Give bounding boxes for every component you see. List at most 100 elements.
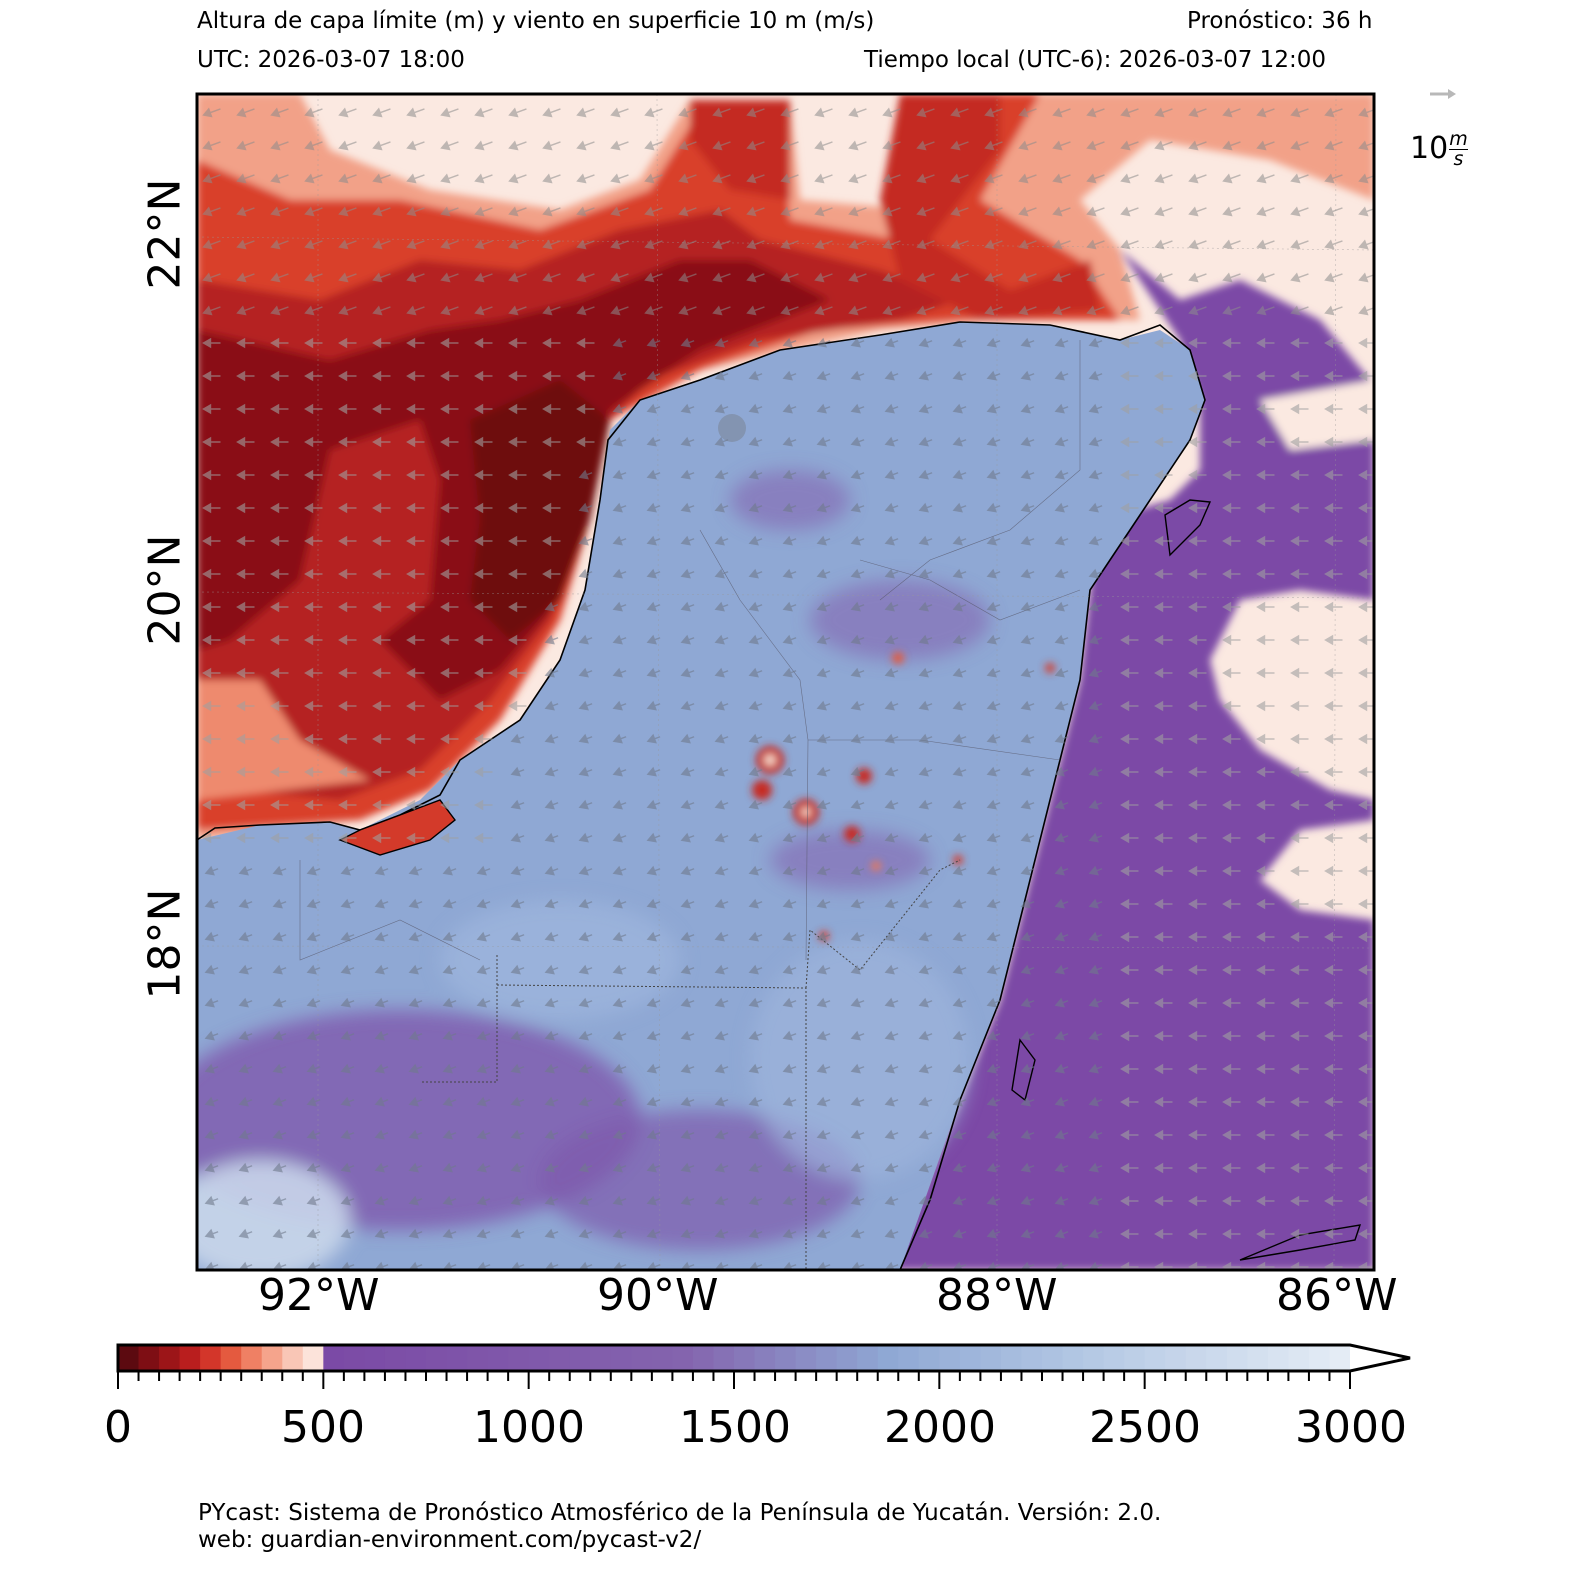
wind-arrow xyxy=(406,766,425,778)
wind-arrow xyxy=(202,601,221,613)
wind-arrow xyxy=(950,107,969,118)
wind-arrow xyxy=(476,1129,491,1140)
wind-arrow xyxy=(714,898,729,909)
wind-arrow xyxy=(202,700,221,712)
wind-arrow xyxy=(986,1096,1001,1107)
wind-arrow xyxy=(984,272,1003,283)
wind-arrow xyxy=(1256,865,1275,877)
wind-arrow xyxy=(1256,337,1275,349)
wind-arrow xyxy=(236,568,255,580)
map-field xyxy=(197,94,1374,1270)
state-borders xyxy=(420,859,961,1270)
wind-arrow xyxy=(1358,502,1374,514)
wind-arrow xyxy=(1188,832,1207,844)
wind-arrow xyxy=(406,140,425,151)
wind-arrow xyxy=(1018,107,1037,118)
wind-arrow xyxy=(748,568,763,579)
wind-arrow xyxy=(510,766,525,777)
wind-arrow xyxy=(1358,700,1374,712)
wind-arrow xyxy=(816,634,831,645)
wind-arrow xyxy=(1222,766,1241,778)
wind-arrow xyxy=(646,535,661,546)
wind-arrow xyxy=(746,173,765,184)
wind-arrow xyxy=(474,634,493,646)
wind-arrow xyxy=(1054,766,1069,777)
wind-arrow xyxy=(1188,206,1207,217)
colorbar-segment xyxy=(631,1345,653,1371)
wind-arrow xyxy=(1290,1129,1309,1141)
wind-arrow xyxy=(1086,305,1105,316)
wind-arrow xyxy=(884,832,899,843)
wind-arrow xyxy=(916,206,935,217)
wind-arrow xyxy=(202,305,221,316)
wind-arrow xyxy=(576,206,595,217)
wind-arrow xyxy=(1154,535,1173,547)
wind-arrow xyxy=(780,173,799,184)
wind-arrow xyxy=(1222,1162,1241,1174)
wind-arrow xyxy=(918,865,933,876)
wind-arrow xyxy=(236,370,255,382)
wind-arrow xyxy=(202,502,221,514)
wind-arrow xyxy=(644,140,663,151)
local-time: Tiempo local (UTC-6): 2026-03-07 12:00 xyxy=(864,47,1326,73)
wind-arrow xyxy=(270,535,289,547)
wind-arrow xyxy=(508,469,527,481)
wind-arrow xyxy=(782,1228,797,1239)
wind-arrow xyxy=(1290,1162,1309,1174)
wind-arrow xyxy=(542,305,561,316)
colorbar-segment xyxy=(1308,1345,1331,1371)
wind-arrow xyxy=(576,239,595,250)
wind-arrow xyxy=(816,1228,831,1239)
wind-arrow xyxy=(440,535,459,547)
colorbar-segment xyxy=(138,1345,160,1371)
wind-arrow xyxy=(646,469,661,480)
wind-arrow xyxy=(748,865,763,876)
wind-arrow xyxy=(372,634,391,646)
wind-arrow xyxy=(918,832,933,843)
wind-arrow xyxy=(542,239,561,250)
wind-arrow xyxy=(748,1162,763,1173)
wind-arrow xyxy=(1188,107,1207,118)
wind-arrow xyxy=(952,535,967,546)
wind-arrow xyxy=(918,370,933,381)
wind-arrow xyxy=(680,1195,695,1206)
wind-arrow xyxy=(884,766,899,777)
wind-arrow xyxy=(1188,700,1207,712)
wind-arrow xyxy=(1188,568,1207,580)
wind-arrow xyxy=(1120,898,1139,910)
wind-arrow xyxy=(238,898,253,909)
wind-arrow xyxy=(916,272,935,283)
wind-arrow xyxy=(1154,931,1173,943)
wind-arrow xyxy=(508,272,527,283)
wind-arrow xyxy=(442,1195,457,1206)
wind-arrow xyxy=(916,239,935,250)
wind-arrow xyxy=(1020,1129,1035,1140)
wind-arrow xyxy=(474,733,493,745)
wind-arrow xyxy=(748,436,763,447)
wind-arrow xyxy=(204,1063,219,1074)
wind-arrow xyxy=(544,634,559,645)
wind-arrow xyxy=(542,469,561,481)
wind-arrow xyxy=(984,305,1003,316)
wind-arrow xyxy=(270,502,289,514)
wind-arrow xyxy=(850,832,865,843)
wind-arrow xyxy=(780,305,799,316)
wind-arrow xyxy=(714,766,729,777)
wind-arrow xyxy=(918,1030,933,1041)
wind-arrow xyxy=(304,799,323,811)
wind-arrow xyxy=(646,337,661,348)
wind-arrow xyxy=(1188,502,1207,514)
wind-arrow xyxy=(1290,1096,1309,1108)
wind-arrow xyxy=(1256,997,1275,1009)
wind-arrow xyxy=(884,1063,899,1074)
wind-arrow xyxy=(1054,403,1069,414)
wind-arrow xyxy=(1154,766,1173,778)
wind-arrow xyxy=(646,1063,661,1074)
wind-arrow xyxy=(578,535,593,546)
wind-arrow xyxy=(508,700,527,712)
wind-arrow xyxy=(406,370,425,382)
wind-arrow xyxy=(270,173,289,184)
wind-arrow xyxy=(986,634,1001,645)
wind-arrow xyxy=(1324,634,1343,646)
wind-arrow xyxy=(508,568,527,580)
